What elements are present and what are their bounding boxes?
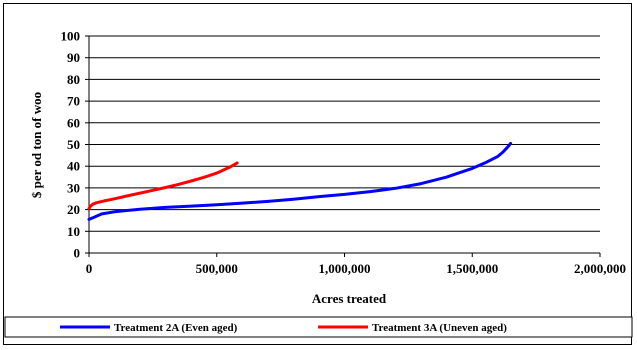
chart-frame (3, 3, 632, 345)
legend-label-1: Treatment 2A (Even aged) (114, 322, 238, 334)
y-axis-title: $ per od ton of woo (29, 92, 44, 198)
axes (85, 35, 601, 257)
y-tick-label: 50 (67, 137, 80, 152)
y-tick-label: 20 (67, 202, 80, 217)
y-tick-label: 40 (67, 159, 80, 174)
x-tick-label: 500,000 (196, 261, 238, 276)
y-tick-label: 30 (67, 180, 80, 195)
y-tick-label: 0 (74, 246, 81, 261)
y-tick-label: 100 (61, 29, 81, 44)
series-lines (87, 141, 513, 221)
series-line-1 (87, 141, 513, 221)
x-tick-label: 1,500,000 (446, 261, 498, 276)
legend-label-2: Treatment 3A (Uneven aged) (372, 322, 507, 334)
y-tick-label: 90 (67, 50, 80, 65)
series-line-2 (87, 161, 239, 210)
y-tick-label: 70 (67, 94, 80, 109)
y-tick-label: 80 (67, 72, 80, 87)
y-tick-label: 10 (67, 224, 80, 239)
x-tick-label: 0 (86, 261, 93, 276)
x-tick-label: 1,000,000 (319, 261, 371, 276)
legend: Treatment 2A (Even aged) Treatment 3A (Un… (4, 316, 633, 338)
x-tick-labels: 0 500,000 1,000,000 1,500,000 2,000,000 (86, 261, 626, 276)
grid-lines (89, 35, 600, 232)
x-tick-label: 2,000,000 (574, 261, 626, 276)
y-tick-label: 60 (67, 115, 80, 130)
y-tick-labels: 0 10 20 30 40 50 60 70 80 90 100 (61, 29, 81, 261)
x-axis-title: Acres treated (312, 291, 387, 306)
